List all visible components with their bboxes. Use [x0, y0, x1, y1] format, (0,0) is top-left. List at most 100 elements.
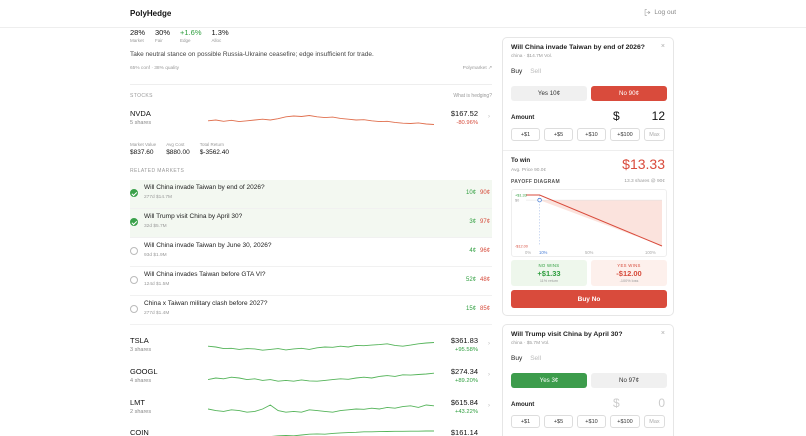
- amount-input[interactable]: 12: [651, 109, 665, 123]
- chevron-right-icon: ›: [488, 372, 490, 378]
- what-is-hedging-link[interactable]: What is hedging?: [453, 93, 492, 99]
- yes-outcome-button[interactable]: Yes 3¢: [511, 373, 587, 388]
- market-meta: 32d $5.7M: [144, 224, 167, 229]
- trade-panel: Will Trump visit China by April 30? chin…: [502, 324, 674, 436]
- market-meta: 277d $1.4M: [144, 311, 170, 316]
- kpi-alloc: 1.3% Alloc: [211, 28, 229, 43]
- add-10-button[interactable]: +$10: [577, 128, 606, 141]
- ticker: LMT: [130, 398, 145, 407]
- payoff-meta: 13.3 shares @ 90¢: [624, 179, 665, 184]
- market-meta: 277d $14.7M: [144, 195, 173, 200]
- add-5-button[interactable]: +$5: [544, 415, 573, 428]
- add-1-button[interactable]: +$1: [511, 128, 540, 141]
- trade-tabs: Buy Sell: [511, 68, 541, 75]
- payoff-label-bottom: -$12.00: [515, 245, 528, 249]
- no-outcome-button[interactable]: No 97¢: [591, 373, 667, 388]
- market-row[interactable]: Will China invade Taiwan by June 30, 202…: [130, 238, 492, 267]
- amount-chips: +$1 +$5 +$10 +$100 Max: [511, 128, 665, 141]
- kpi-market: 28% Market: [130, 28, 146, 43]
- close-icon[interactable]: ×: [660, 43, 665, 50]
- top-bar: PolyHedge Log out: [0, 0, 806, 28]
- market-meta: 93d $1.9M: [144, 253, 167, 258]
- logout-button[interactable]: Log out: [644, 9, 676, 16]
- amount-label: Amount: [511, 114, 535, 121]
- tab-sell[interactable]: Sell: [530, 68, 542, 75]
- stocks-label: STOCKS: [130, 93, 153, 99]
- polymarket-link[interactable]: Polymarket ↗: [462, 66, 492, 71]
- no-price: 96¢: [479, 248, 490, 254]
- yes-price: 52¢: [465, 277, 476, 283]
- ticker: GOOGL: [130, 367, 158, 376]
- buy-no-button[interactable]: Buy No: [511, 290, 667, 308]
- stock-row-nvda[interactable]: NVDA 5 shares $167.52 -80.96% ›: [130, 109, 492, 137]
- brand-logo[interactable]: PolyHedge: [130, 9, 172, 18]
- position-stats: Market Value $837.60 Avg Cost $880.00 Tota…: [130, 142, 229, 156]
- market-meta: 124d $1.5M: [144, 282, 170, 287]
- add-100-button[interactable]: +$100: [610, 128, 640, 141]
- no-wins-box: NO WINS +$1.33 11% return: [511, 260, 587, 286]
- no-price: 97¢: [479, 219, 490, 225]
- kpi-fair: 30% Fair: [155, 28, 171, 43]
- ticker: NVDA: [130, 109, 151, 118]
- ticker: COIN: [130, 428, 149, 436]
- no-price: 85¢: [479, 306, 490, 312]
- sparkline: [208, 372, 434, 382]
- x-tick: 0%: [525, 250, 532, 255]
- stock-row-tsla[interactable]: TSLA 3 shares $361.83 +95.58% ›: [130, 336, 492, 364]
- stock-row-lmt[interactable]: LMT 2 shares $615.84 +43.22% ›: [130, 398, 492, 426]
- add-1-button[interactable]: +$1: [511, 415, 540, 428]
- tab-buy[interactable]: Buy: [511, 68, 523, 75]
- checkbox-unchecked-icon[interactable]: [130, 247, 138, 255]
- stance-text: Take neutral stance on possible Russia-U…: [130, 51, 374, 58]
- market-row[interactable]: Will China invades Taiwan before GTA VI?…: [130, 267, 492, 296]
- amount-chips: +$1 +$5 +$10 +$100 Max: [511, 415, 665, 428]
- market-detail: 28% Market 30% Fair +1.6% Edge 1.3% Alloc Ta…: [130, 28, 492, 436]
- checkbox-checked-icon[interactable]: [130, 218, 138, 226]
- market-row[interactable]: Will China invade Taiwan by end of 2026?…: [130, 180, 492, 209]
- logout-label: Log out: [654, 9, 676, 16]
- kpi-strip: 28% Market 30% Fair +1.6% Edge 1.3% Alloc: [130, 28, 229, 43]
- checkbox-unchecked-icon[interactable]: [130, 305, 138, 313]
- checkbox-unchecked-icon[interactable]: [130, 276, 138, 284]
- checkbox-checked-icon[interactable]: [130, 189, 138, 197]
- market-title: Will China invades Taiwan before GTA VI?: [144, 271, 266, 278]
- confidence-meta: 65% conf · 38% quality Polymarket ↗: [130, 66, 492, 71]
- no-outcome-button[interactable]: No 90¢: [591, 86, 667, 101]
- max-button[interactable]: Max: [644, 415, 665, 428]
- market-row[interactable]: China x Taiwan military clash before 202…: [130, 296, 492, 325]
- add-10-button[interactable]: +$10: [577, 415, 606, 428]
- amount-input[interactable]: 0: [658, 396, 665, 410]
- chevron-right-icon: ›: [488, 341, 490, 347]
- tab-buy[interactable]: Buy: [511, 355, 523, 362]
- logout-icon: [645, 9, 651, 16]
- yes-price: 10¢: [465, 190, 476, 196]
- current-price-marker: [537, 197, 542, 203]
- payoff-line: [526, 194, 663, 247]
- add-5-button[interactable]: +$5: [544, 128, 573, 141]
- tab-sell[interactable]: Sell: [530, 355, 542, 362]
- yes-price: 15¢: [465, 306, 476, 312]
- close-icon[interactable]: ×: [660, 330, 665, 337]
- stock-row-googl[interactable]: GOOGL 4 shares $274.34 +89.20% ›: [130, 367, 492, 395]
- payoff-chart: +$1.33 $0 -$12.00: [511, 189, 667, 257]
- market-row[interactable]: Will Trump visit China by April 30? 32d …: [130, 209, 492, 238]
- no-price: 90¢: [479, 190, 490, 196]
- stock-row-coin[interactable]: COIN $161.14: [130, 428, 492, 436]
- price: $274.34: [450, 367, 478, 376]
- trade-market-sub: china · $5.7M Vol.: [511, 341, 550, 346]
- trade-panel: Will China invade Taiwan by end of 2026?…: [502, 37, 674, 316]
- confidence-text: 65% conf · 38% quality: [130, 66, 180, 71]
- avg-cost-stat: Avg Cost $880.00: [166, 142, 190, 156]
- total-return-stat: Total Return $-3562.40: [199, 142, 229, 156]
- to-win-amount: $13.33: [622, 156, 665, 172]
- trade-market-title: Will Trump visit China by April 30?: [511, 331, 623, 338]
- add-100-button[interactable]: +$100: [610, 415, 640, 428]
- price: $615.84: [450, 398, 478, 407]
- yes-outcome-button[interactable]: Yes 10¢: [511, 86, 587, 101]
- market-title: Will China invade Taiwan by end of 2026?: [144, 184, 265, 191]
- trade-tabs: Buy Sell: [511, 355, 541, 362]
- to-win-label: To win: [511, 157, 531, 164]
- yes-price: 4¢: [469, 248, 476, 254]
- max-button[interactable]: Max: [644, 128, 665, 141]
- price: $161.14: [450, 428, 478, 436]
